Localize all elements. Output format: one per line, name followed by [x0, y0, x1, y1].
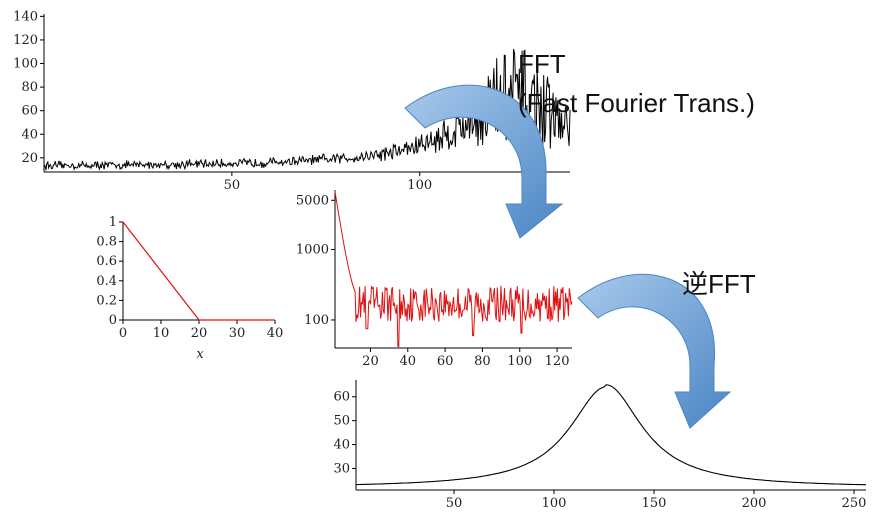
signal-ytick-label: 120	[13, 33, 38, 48]
window-series-line	[122, 221, 275, 321]
spectrum-xtick-label: 20	[362, 354, 379, 369]
signal-xtick-label: 100	[407, 178, 432, 193]
signal-series-line	[43, 48, 571, 172]
spectrum-chart: 100 1000 5000 20 40 60 80 100 120	[296, 190, 573, 369]
reconstructed-xtick-label: 200	[742, 496, 767, 511]
window-ytick-label: 1	[109, 215, 117, 230]
spectrum-series-line	[334, 191, 573, 347]
signal-ytick-label: 60	[21, 104, 38, 119]
reconstructed-ytick-label: 30	[333, 461, 350, 476]
reconstructed-ytick-label: 50	[333, 414, 350, 429]
inverse-fft-label: 逆FFT	[682, 269, 756, 299]
signal-chart: 20 40 60 80 100 120 140 50 100	[13, 9, 571, 193]
spectrum-xtick-label: 100	[507, 354, 532, 369]
window-xtick-label: 40	[267, 326, 284, 341]
signal-ytick-label: 100	[13, 57, 38, 72]
reconstructed-xtick-label: 250	[842, 496, 867, 511]
reconstructed-xtick-label: 50	[446, 496, 463, 511]
window-ytick-label: 0	[109, 313, 117, 328]
fft-curved-arrow	[404, 84, 564, 239]
reconstructed-ytick-label: 40	[333, 438, 350, 453]
reconstructed-chart: 30 40 50 60 50 100 150 200 250	[333, 380, 866, 511]
window-x-axis-label: x	[196, 347, 204, 362]
window-xtick-label: 0	[119, 326, 127, 341]
inverse-fft-curved-arrow	[577, 273, 732, 429]
signal-ytick-label: 20	[21, 151, 38, 166]
spectrum-ytick-label: 1000	[296, 243, 329, 258]
spectrum-xtick-label: 60	[437, 354, 454, 369]
window-xtick-label: 20	[191, 326, 208, 341]
window-chart: 0 0.2 0.4 0.6 0.8 1 0 10 20 30 40 x	[96, 215, 283, 362]
signal-xtick-label: 50	[224, 178, 241, 193]
window-ytick-label: 0.4	[96, 274, 117, 289]
spectrum-xtick-label: 120	[545, 354, 570, 369]
window-xtick-label: 30	[229, 326, 246, 341]
spectrum-ytick-label: 100	[304, 313, 329, 328]
signal-ytick-label: 40	[21, 127, 38, 142]
reconstructed-series-line	[355, 384, 866, 486]
spectrum-xtick-label: 80	[474, 354, 491, 369]
fft-title: FFT	[518, 49, 566, 79]
spectrum-ytick-label: 5000	[296, 193, 329, 208]
window-ytick-label: 0.6	[96, 254, 117, 269]
window-xtick-label: 10	[153, 326, 170, 341]
reconstructed-xtick-label: 150	[642, 496, 667, 511]
window-ytick-label: 0.8	[96, 235, 117, 250]
reconstructed-xtick-label: 100	[542, 496, 567, 511]
fft-subtitle: (Fast Fourier Trans.)	[518, 88, 755, 118]
window-ytick-label: 0.2	[96, 293, 117, 308]
signal-ytick-label: 140	[13, 9, 38, 24]
signal-ytick-label: 80	[21, 80, 38, 95]
reconstructed-ytick-label: 60	[333, 390, 350, 405]
spectrum-xtick-label: 40	[400, 354, 417, 369]
